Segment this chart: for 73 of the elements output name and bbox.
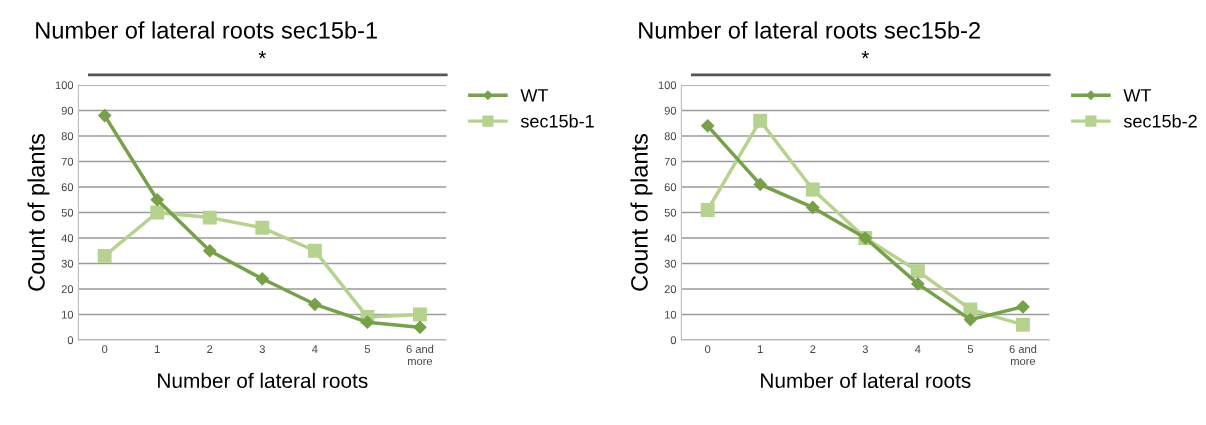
x-tick-label: 4 (915, 345, 921, 353)
y-tick-label: 0 (670, 336, 677, 345)
y-tick-label: 90 (61, 106, 74, 115)
point (753, 177, 767, 192)
legend-label: sec15b-1 (520, 114, 594, 128)
point (910, 264, 925, 279)
point (150, 193, 164, 207)
point (963, 313, 977, 327)
y-tick-label: 60 (664, 183, 677, 192)
chart-title: Number of lateral roots sec15b-1 (36, 21, 377, 39)
x-tick-label: 2 (207, 345, 213, 353)
y-tick-label: 40 (664, 234, 677, 243)
x-tick-label: 4 (312, 345, 318, 353)
point (203, 244, 217, 258)
y-tick-label: 20 (664, 285, 677, 294)
x-tick-label: 6 and more (1009, 344, 1037, 365)
x-tick-label: 0 (705, 345, 711, 354)
point (97, 248, 112, 263)
y-tick-label: 100 (55, 81, 74, 90)
point (150, 205, 165, 220)
y-tick-label: 10 (665, 310, 677, 319)
point (307, 243, 322, 258)
y-tick-label: 50 (664, 208, 677, 217)
text: * (258, 51, 267, 59)
x-tick-label: 5 (364, 345, 371, 354)
point (806, 200, 820, 214)
x-tick-label: 0 (102, 345, 108, 354)
y-tick-label: 30 (61, 259, 74, 268)
point (701, 119, 715, 133)
point (413, 320, 427, 334)
point (413, 307, 427, 322)
y-tick-label: 50 (61, 208, 74, 217)
point (202, 210, 217, 225)
y-tick-label: 90 (664, 106, 677, 115)
point (255, 220, 270, 235)
point (308, 297, 322, 311)
x-tick-label: 1 (757, 345, 763, 353)
y-tick-label: 30 (664, 259, 677, 268)
chart-title: Number of lateral roots sec15b-2 (639, 21, 980, 39)
point (700, 203, 715, 217)
y-tick-label: 70 (61, 157, 74, 166)
y-tick-label: 10 (62, 310, 74, 319)
point (753, 113, 768, 128)
y-tick-label: 80 (664, 132, 677, 141)
y-tick-label: 80 (61, 132, 74, 141)
point (360, 315, 374, 329)
y-axis-title: Count of plants (27, 133, 50, 291)
point (1016, 300, 1030, 314)
point (963, 302, 978, 317)
y-tick-label: 20 (61, 285, 74, 294)
y-tick-label: 0 (67, 336, 74, 345)
point (255, 272, 269, 286)
legend-label: sec15b-2 (1123, 114, 1197, 128)
y-tick-label: 70 (664, 157, 677, 166)
point (911, 277, 925, 291)
x-tick-label: 3 (259, 345, 265, 354)
y-tick-label: 40 (61, 234, 74, 243)
x-axis-title: Number of lateral roots (158, 372, 368, 389)
point (805, 182, 820, 197)
x-tick-label: 1 (154, 345, 160, 353)
x-tick-label: 6 and more (406, 344, 434, 365)
x-tick-label: 2 (810, 345, 816, 353)
x-tick-label: 5 (967, 345, 974, 354)
y-axis-title: Count of plants (630, 133, 653, 291)
point (1016, 317, 1030, 332)
legend-label: WT (520, 89, 549, 102)
text: * (861, 51, 870, 59)
x-axis-title: Number of lateral roots (761, 372, 971, 389)
legend-label: WT (1123, 89, 1152, 102)
x-tick-label: 3 (862, 345, 868, 354)
point (98, 109, 112, 123)
y-tick-label: 60 (61, 183, 74, 192)
y-tick-label: 100 (658, 81, 677, 90)
